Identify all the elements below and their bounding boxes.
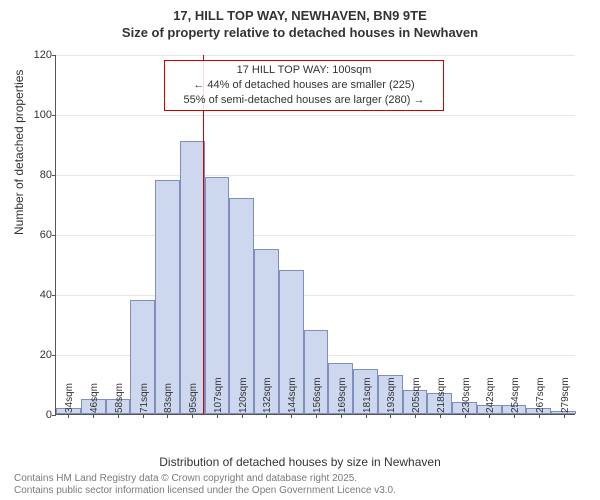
histogram-bar (180, 141, 205, 414)
x-tick-label: 205sqm (411, 377, 422, 413)
plot-region: 02040608010012034sqm46sqm58sqm71sqm83sqm… (55, 55, 575, 415)
gridline (56, 175, 575, 176)
x-tick-label: 279sqm (560, 377, 571, 413)
chart-title-sub: Size of property relative to detached ho… (0, 25, 600, 40)
x-tick-mark (242, 414, 243, 418)
y-tick-mark (52, 55, 56, 56)
x-tick-label: 107sqm (213, 377, 224, 413)
chart-title-main: 17, HILL TOP WAY, NEWHAVEN, BN9 9TE (0, 8, 600, 23)
x-tick-mark (217, 414, 218, 418)
x-tick-mark (440, 414, 441, 418)
y-tick-label: 0 (26, 409, 52, 421)
y-tick-mark (52, 115, 56, 116)
histogram-bar (155, 180, 180, 414)
y-tick-mark (52, 235, 56, 236)
y-tick-mark (52, 295, 56, 296)
x-tick-label: 120sqm (238, 377, 249, 413)
x-tick-mark (390, 414, 391, 418)
x-tick-label: 71sqm (139, 383, 150, 413)
x-tick-mark (366, 414, 367, 418)
chart-container: 17, HILL TOP WAY, NEWHAVEN, BN9 9TE Size… (0, 0, 600, 500)
y-tick-label: 60 (26, 229, 52, 241)
title-block: 17, HILL TOP WAY, NEWHAVEN, BN9 9TE Size… (0, 0, 600, 40)
x-tick-mark (68, 414, 69, 418)
x-tick-mark (341, 414, 342, 418)
x-tick-mark (465, 414, 466, 418)
chart-area: 02040608010012034sqm46sqm58sqm71sqm83sqm… (55, 55, 575, 415)
x-tick-mark (316, 414, 317, 418)
footer-line-1: Contains HM Land Registry data © Crown c… (14, 473, 594, 484)
x-tick-label: 230sqm (461, 377, 472, 413)
gridline (56, 115, 575, 116)
x-tick-label: 181sqm (362, 377, 373, 413)
gridline (56, 235, 575, 236)
x-tick-label: 218sqm (436, 377, 447, 413)
x-tick-mark (514, 414, 515, 418)
x-tick-mark (291, 414, 292, 418)
x-tick-label: 144sqm (287, 377, 298, 413)
x-tick-label: 46sqm (89, 383, 100, 413)
x-tick-label: 267sqm (535, 377, 546, 413)
x-tick-mark (93, 414, 94, 418)
y-axis-label: Number of detached properties (12, 70, 26, 235)
gridline (56, 295, 575, 296)
x-tick-label: 254sqm (510, 377, 521, 413)
y-tick-label: 120 (26, 49, 52, 61)
y-tick-mark (52, 415, 56, 416)
x-tick-label: 34sqm (64, 383, 75, 413)
y-tick-mark (52, 355, 56, 356)
x-tick-mark (489, 414, 490, 418)
x-tick-mark (564, 414, 565, 418)
x-tick-label: 95sqm (188, 383, 199, 413)
x-tick-label: 83sqm (163, 383, 174, 413)
y-tick-label: 20 (26, 349, 52, 361)
x-tick-mark (539, 414, 540, 418)
x-tick-mark (266, 414, 267, 418)
y-tick-label: 100 (26, 109, 52, 121)
annotation-line: 55% of semi-detached houses are larger (… (171, 93, 437, 108)
y-tick-label: 80 (26, 169, 52, 181)
y-tick-label: 40 (26, 289, 52, 301)
x-tick-mark (167, 414, 168, 418)
x-tick-label: 169sqm (337, 377, 348, 413)
x-tick-mark (118, 414, 119, 418)
annotation-box: 17 HILL TOP WAY: 100sqm← 44% of detached… (164, 60, 444, 111)
x-tick-label: 242sqm (485, 377, 496, 413)
gridline (56, 55, 575, 56)
y-tick-mark (52, 175, 56, 176)
x-tick-label: 156sqm (312, 377, 323, 413)
x-tick-mark (192, 414, 193, 418)
x-tick-mark (415, 414, 416, 418)
x-tick-label: 132sqm (262, 377, 273, 413)
x-tick-label: 193sqm (386, 377, 397, 413)
annotation-line: ← 44% of detached houses are smaller (22… (171, 78, 437, 93)
footer-line-2: Contains public sector information licen… (14, 485, 594, 496)
x-tick-mark (143, 414, 144, 418)
x-tick-label: 58sqm (114, 383, 125, 413)
annotation-line: 17 HILL TOP WAY: 100sqm (171, 63, 437, 78)
x-axis-label: Distribution of detached houses by size … (0, 455, 600, 469)
